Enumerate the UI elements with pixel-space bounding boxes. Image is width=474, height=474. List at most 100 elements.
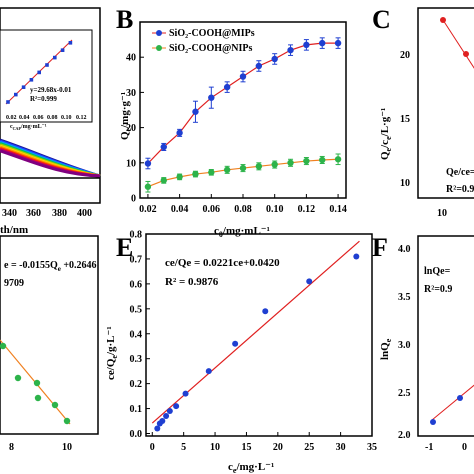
panel-e-series <box>151 240 360 432</box>
data-point <box>173 403 180 410</box>
y-tick-label: 0.5 <box>130 304 143 315</box>
panel-c-point <box>463 51 469 57</box>
legend-nips-label: SiO₂-COOH@NIPs <box>169 43 253 54</box>
series-mips-point <box>319 39 326 47</box>
panel-b-xlabel: c0/mg·mL⁻¹ <box>214 225 270 239</box>
series-nips-point <box>160 177 167 184</box>
spectrum-curve <box>0 149 101 178</box>
panel-b-legend: SiO₂-COOH@MIPs SiO₂-COOH@NIPs <box>152 28 255 54</box>
x-tick-label: 0.14 <box>329 204 347 215</box>
x-tick-label: 35 <box>367 442 377 453</box>
panel-a-inset-xtick: 0.08 <box>47 115 58 121</box>
y-tick-label: 0.0 <box>130 429 143 440</box>
panel-e-frame <box>145 233 373 437</box>
panel-c-point <box>440 17 446 23</box>
series-mips-point <box>255 62 263 70</box>
y-tick-label: 30 <box>126 88 136 99</box>
series-nips-line <box>147 158 339 188</box>
x-tick-label: 0.12 <box>298 204 316 215</box>
series-mips-point <box>271 55 278 63</box>
panel-f-point <box>430 419 436 425</box>
y-tick-label: 0 <box>131 194 136 205</box>
panel-d-xtick: 8 <box>9 442 14 453</box>
x-tick-label: 15 <box>241 442 251 453</box>
panel-a-inset-xtick: 0.12 <box>76 115 87 121</box>
panel-d-xtick: 10 <box>62 442 72 453</box>
panel-a-spectra <box>0 138 101 178</box>
x-tick-label: 20 <box>273 442 283 453</box>
y-tick-label: 0.4 <box>130 329 143 340</box>
series-nips-point <box>287 159 294 166</box>
panel-f-r2: R²=0.9 <box>424 284 452 295</box>
inset-point <box>45 63 49 67</box>
series-nips-point <box>255 163 263 170</box>
y-tick-label: 20 <box>126 123 136 134</box>
series-mips-point <box>192 108 199 115</box>
legend-nips-marker <box>156 45 162 51</box>
panel-b: B 0.02 0.04 0.06 0.08 0.10 0.12 0.14010203040 … <box>116 5 347 239</box>
panel-f-frame <box>417 235 474 437</box>
series-nips-point <box>303 157 310 165</box>
panel-f: F lnQe= R²=0.9 4.0 3.5 3.0 2.5 2.0 -1 0 … <box>372 233 474 453</box>
panel-b-ticks: 0.02 0.04 0.06 0.08 0.10 0.12 0.14 0 10 20 30 40 <box>126 53 347 215</box>
inset-point <box>68 41 73 45</box>
x-tick-label: 0.10 <box>266 204 284 215</box>
panel-a-inset-points <box>6 41 73 104</box>
panel-c-ytick: 10 <box>400 178 410 189</box>
panel-f-letter: F <box>372 233 388 262</box>
panel-d-point <box>51 401 59 409</box>
panel-c-xtick: 10 <box>437 208 447 219</box>
series-nips-point <box>319 156 326 164</box>
panel-a-frame <box>0 7 101 204</box>
data-point <box>163 413 170 420</box>
series-mips-point <box>303 41 310 49</box>
panel-a-inset-r2: R²=0.999 <box>30 95 57 103</box>
x-tick-label: 25 <box>304 442 314 453</box>
panel-d-point <box>63 417 71 425</box>
panel-f-fit-line <box>431 384 474 421</box>
panel-a-inset-xlabel: cCAP/mg·mL⁻¹ <box>10 124 47 131</box>
series-nips-point <box>192 170 199 178</box>
panel-f-ytick: 4.0 <box>398 244 411 255</box>
panel-c-fit-line <box>442 19 474 69</box>
panel-d-r2: 9709 <box>4 278 24 289</box>
panel-a-inset-xtick: 0.04 <box>19 115 30 121</box>
panel-a-xtick: 340 <box>2 208 17 219</box>
panel-b-ylabel: Qe/mg·g⁻¹ <box>119 92 133 140</box>
data-point <box>205 368 212 375</box>
panel-a-inset-frame <box>0 29 93 123</box>
y-tick-label: 0.6 <box>130 279 143 290</box>
x-tick-label: 0.06 <box>203 204 221 215</box>
series-nips-point <box>176 173 183 181</box>
data-point <box>159 418 166 425</box>
series-mips-point <box>144 160 152 167</box>
panel-b-series <box>144 37 342 193</box>
series-mips-point <box>176 129 183 137</box>
panel-f-ytick: 3.0 <box>398 340 411 351</box>
panel-f-eq: lnQe= <box>424 266 451 277</box>
panel-e-letter: E <box>116 233 133 262</box>
inset-point <box>53 55 57 60</box>
panel-f-xtick: -1 <box>425 442 433 453</box>
panel-c-letter: C <box>372 5 391 34</box>
series-nips-point <box>334 156 342 163</box>
inset-point <box>37 70 41 75</box>
series-nips-point <box>208 169 215 176</box>
panel-d: e = -0.0155Qe +0.2646 9709 8 10 <box>0 235 99 453</box>
data-point <box>154 425 161 432</box>
inset-point <box>29 78 34 82</box>
x-tick-label: 30 <box>336 442 346 453</box>
panel-d-eq: e = -0.0155Qe +0.2646 <box>4 260 97 273</box>
data-point <box>353 253 360 260</box>
panel-a-inset-xtick: 0.02 <box>6 115 17 121</box>
legend-mips-marker <box>156 30 162 36</box>
panel-f-ylabel: lnQe <box>379 338 393 360</box>
x-tick-label: 0.02 <box>139 204 157 215</box>
inset-point <box>60 48 65 52</box>
data-point <box>182 390 189 397</box>
x-tick-label: 10 <box>210 442 220 453</box>
data-point <box>232 340 239 347</box>
panel-a-inset-xtick: 0.10 <box>61 115 72 121</box>
panel-a: y=29.68x-0.01 R²=0.999 0.02 0.04 0.06 0.… <box>0 7 101 236</box>
